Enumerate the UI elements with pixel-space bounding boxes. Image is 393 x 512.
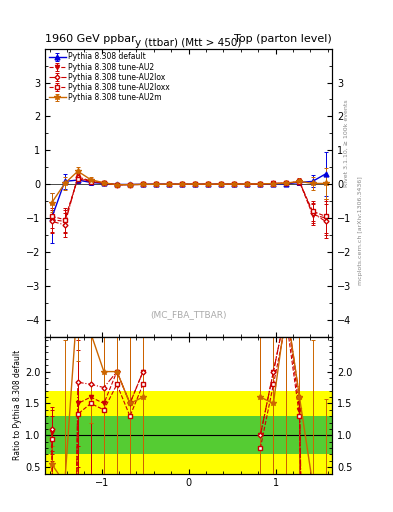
Text: (MC_FBA_TTBAR): (MC_FBA_TTBAR) bbox=[151, 310, 227, 319]
Text: 1960 GeV ppbar: 1960 GeV ppbar bbox=[45, 33, 136, 44]
Legend: Pythia 8.308 default, Pythia 8.308 tune-AU2, Pythia 8.308 tune-AU2lox, Pythia 8.: Pythia 8.308 default, Pythia 8.308 tune-… bbox=[48, 51, 171, 103]
Text: Rivet 3.1.10, ≥ 100k events: Rivet 3.1.10, ≥ 100k events bbox=[344, 99, 349, 187]
Text: Top (parton level): Top (parton level) bbox=[234, 33, 332, 44]
Y-axis label: Ratio to Pythia 8.308 default: Ratio to Pythia 8.308 default bbox=[13, 350, 22, 460]
Title: y (ttbar) (Mtt > 450): y (ttbar) (Mtt > 450) bbox=[136, 38, 242, 48]
Text: mcplots.cern.ch [arXiv:1306.3436]: mcplots.cern.ch [arXiv:1306.3436] bbox=[358, 176, 363, 285]
